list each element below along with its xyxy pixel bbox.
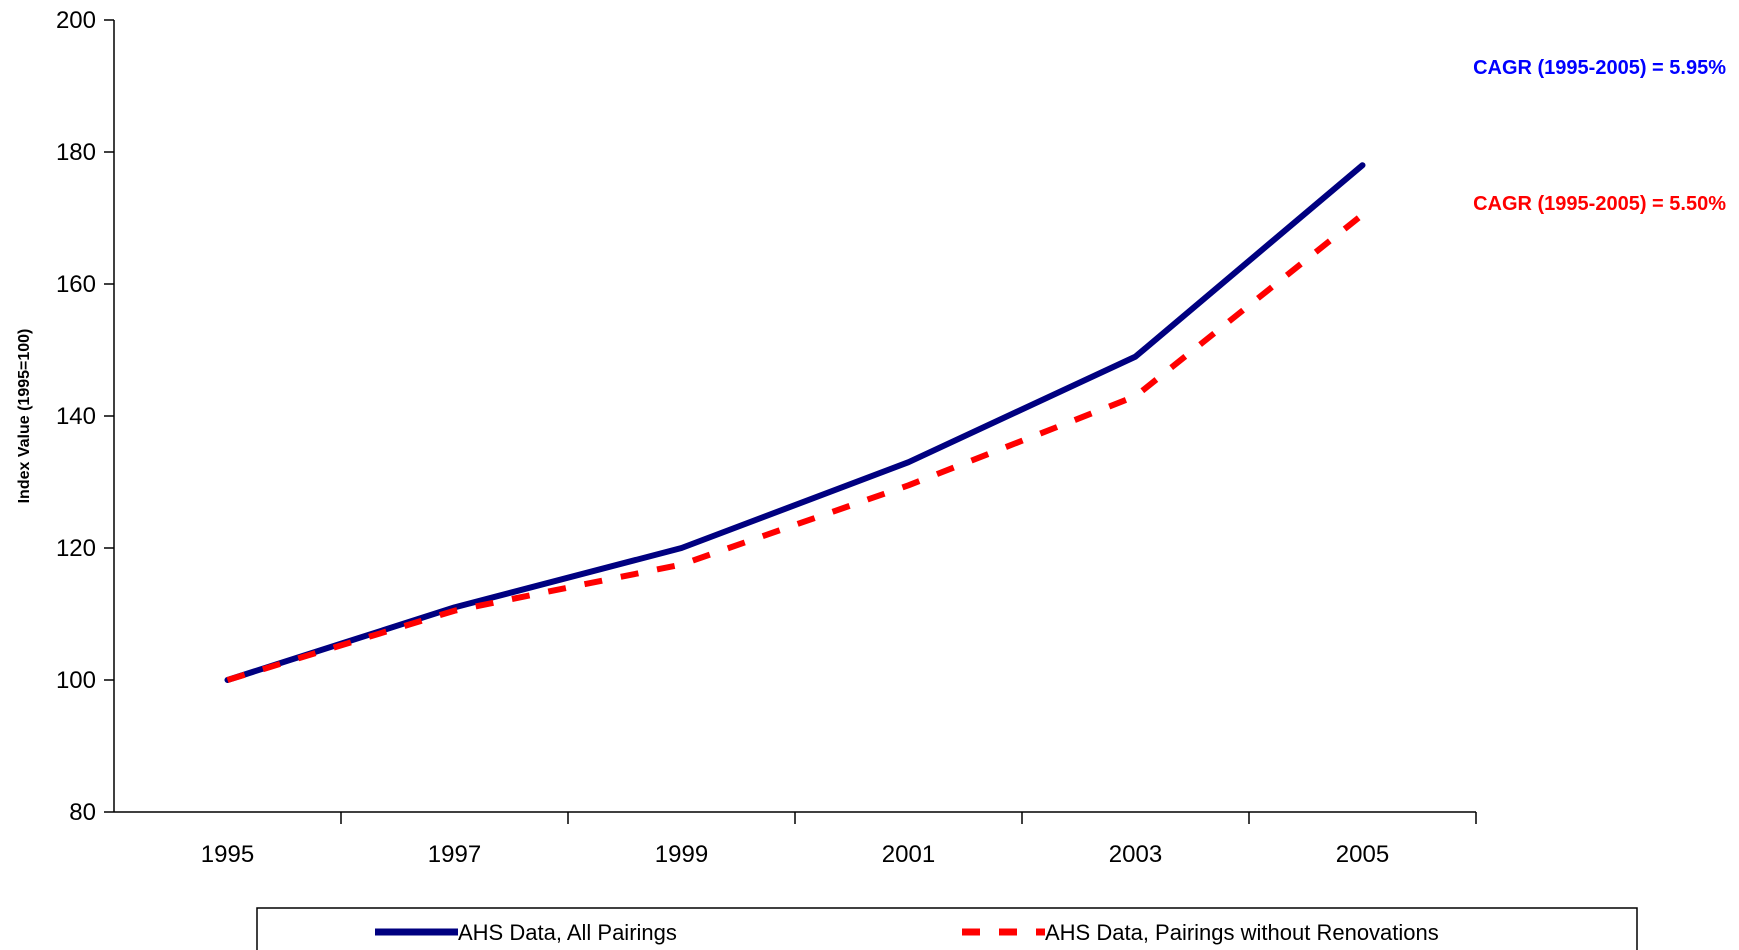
axes xyxy=(113,20,1476,813)
y-ticks: 80 100 120 140 160 180 200 xyxy=(56,7,114,826)
legend-box xyxy=(256,907,1638,950)
x-tick-label: 2003 xyxy=(1109,841,1162,868)
y-tick-label: 200 xyxy=(56,7,96,34)
legend: AHS Data, All Pairings AHS Data, Pairing… xyxy=(256,907,1638,950)
x-ticks: 1995 1997 1999 2001 2003 2005 xyxy=(201,812,1477,868)
y-tick-label: 180 xyxy=(56,139,96,166)
cagr-annotation-all-pairings: CAGR (1995-2005) = 5.95% xyxy=(1473,57,1726,79)
x-tick-label: 2005 xyxy=(1336,841,1389,868)
x-tick-label: 2001 xyxy=(882,841,935,868)
legend-label-all-pairings: AHS Data, All Pairings xyxy=(458,920,677,945)
y-tick-label: 140 xyxy=(56,403,96,430)
x-tick-label: 1997 xyxy=(428,841,481,868)
x-tick-label: 1999 xyxy=(655,841,708,868)
series-line-without-renovations xyxy=(226,212,1365,683)
cagr-annotation-without-renovations: CAGR (1995-2005) = 5.50% xyxy=(1473,193,1726,215)
y-tick-label: 120 xyxy=(56,535,96,562)
y-tick-label: 160 xyxy=(56,271,96,298)
x-tick-label: 1995 xyxy=(201,841,254,868)
y-tick-label: 100 xyxy=(56,667,96,694)
series-line-all-pairings xyxy=(224,162,1366,683)
series-layer xyxy=(224,162,1366,683)
y-tick-label: 80 xyxy=(69,799,96,826)
legend-label-without-renovations: AHS Data, Pairings without Renovations xyxy=(1045,920,1439,945)
y-axis-label: Index Value (1995=100) xyxy=(16,329,33,504)
